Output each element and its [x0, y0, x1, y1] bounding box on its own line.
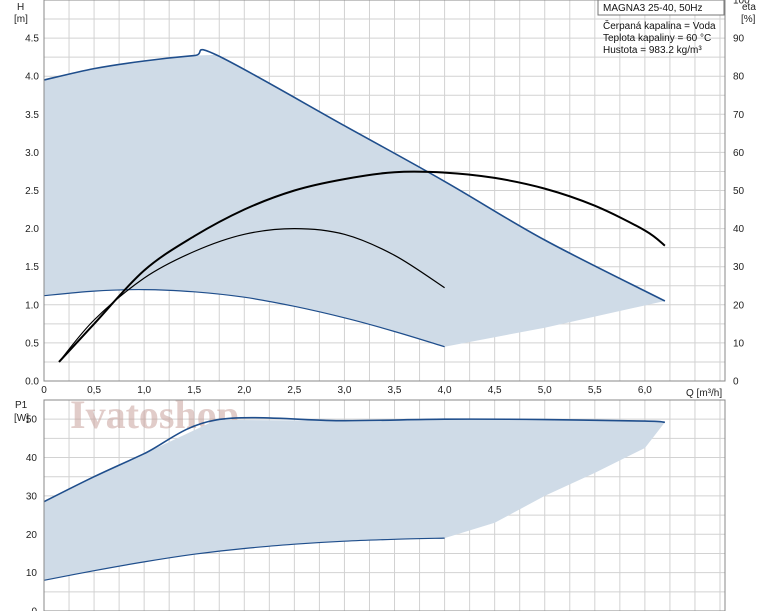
bottom-plot-areas: [43, 416, 665, 581]
y-tick-label: 0.0: [25, 377, 39, 388]
top-plot-frame: [43, 0, 726, 382]
axis-ticks: 0 0,5 1,0 1,5 2,0 2,5 3,0 3,5 4,0 4,5 5,0 5,5 6,0 0.0…: [25, 0, 750, 611]
x-tick-label: 3,5: [388, 385, 402, 396]
y2-tick-label: 100: [733, 0, 750, 7]
x-tick-label: 3,0: [337, 385, 351, 396]
power-operating-area: [44, 419, 665, 581]
power-y-tick-label: 30: [26, 491, 38, 502]
power-y-tick-label: 20: [26, 530, 38, 541]
x-tick-label: 6,0: [638, 385, 652, 396]
head-min-curve: [43, 288, 445, 348]
y2-tick-label: 40: [733, 224, 745, 235]
pump-model: MAGNA3 25-40, 50Hz: [603, 3, 703, 14]
x-axis-label: Q [m³/h]: [686, 388, 722, 399]
x-tick-label: 4,0: [438, 385, 452, 396]
eta-curves: [58, 170, 666, 363]
eta-max-curve: [58, 170, 666, 363]
power-max-curve: [43, 416, 665, 503]
x-tick-label: 1,5: [187, 385, 201, 396]
x-tick-label: 5,0: [538, 385, 552, 396]
y2-tick-label: 70: [733, 110, 745, 121]
y2-tick-label: 50: [733, 186, 745, 197]
y-tick-label: 2.5: [25, 186, 39, 197]
top-plot-areas: [43, 48, 666, 348]
info-line-temperature: Teplota kapaliny = 60 °C: [603, 33, 711, 44]
info-line-fluid: Čerpaná kapalina = Voda: [603, 19, 716, 32]
y2-tick-label: 20: [733, 300, 745, 311]
y-tick-label: 4.0: [25, 72, 39, 83]
power-y-tick-label: 10: [26, 568, 38, 579]
bottom-plot-frame: [43, 399, 726, 611]
y2-tick-label: 90: [733, 34, 745, 45]
y-axis-label-top: H: [17, 2, 24, 13]
y2-tick-label: 10: [733, 338, 745, 349]
head-operating-area: [44, 54, 665, 347]
y-tick-label: 4.5: [25, 34, 39, 45]
x-tick-label: 4,5: [488, 385, 502, 396]
eta-min-curve: [58, 227, 445, 363]
info-box: MAGNA3 25-40, 50Hz Čerpaná kapalina = Vo…: [597, 0, 725, 56]
y-tick-label: 3.5: [25, 110, 39, 121]
y-tick-label: 2.0: [25, 224, 39, 235]
y-tick-label: 0.5: [25, 338, 39, 349]
x-tick-label: 2,0: [237, 385, 251, 396]
head-max-curve: [43, 48, 666, 302]
x-tick-label: 2,5: [287, 385, 301, 396]
power-y-tick-label: 40: [26, 453, 38, 464]
x-tick-label: 1,0: [137, 385, 151, 396]
y-axis-label-bottom: P1: [15, 400, 28, 411]
x-tick-label: 0: [41, 385, 47, 396]
power-y-tick-label: 0: [31, 607, 37, 611]
power-y-tick-label: 50: [26, 415, 38, 426]
y-tick-label: 1.0: [25, 300, 39, 311]
y2-tick-label: 80: [733, 72, 745, 83]
y2-tick-label: 0: [733, 377, 739, 388]
y-tick-label: 3.0: [25, 148, 39, 159]
y2-axis-unit: [%]: [741, 14, 756, 25]
y-tick-label: 1.5: [25, 262, 39, 273]
power-min-curve: [43, 537, 445, 581]
x-tick-label: 5,5: [588, 385, 602, 396]
y2-axis-label: eta: [742, 2, 756, 13]
y-axis-unit-top: [m]: [14, 14, 28, 25]
y-axis-unit-bottom: [W]: [14, 413, 29, 424]
x-tick-label: 0,5: [87, 385, 101, 396]
y2-tick-label: 30: [733, 262, 745, 273]
info-line-density: Hustota = 983.2 kg/m³: [603, 45, 702, 56]
y2-tick-label: 60: [733, 148, 745, 159]
